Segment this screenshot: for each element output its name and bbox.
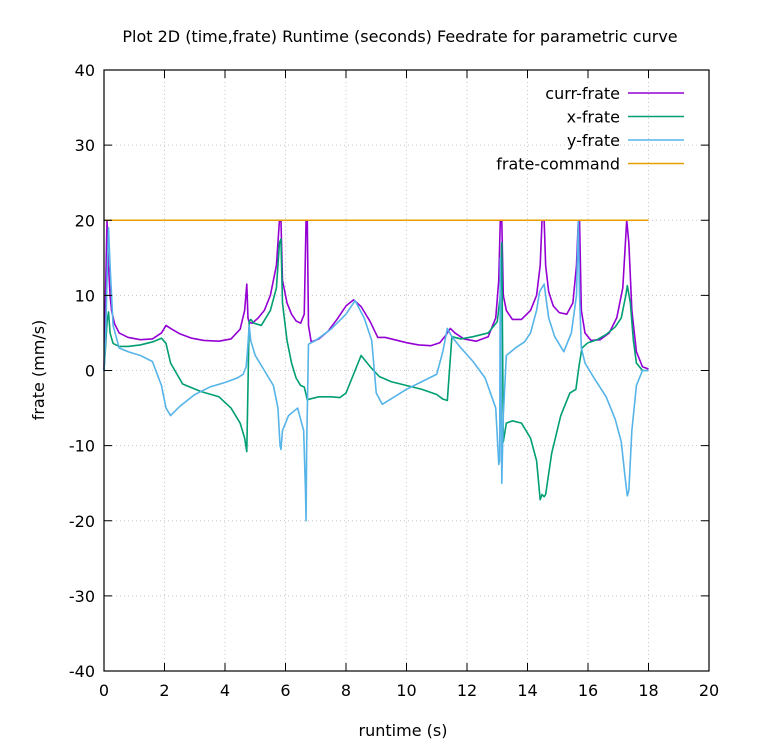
series-layer — [103, 219, 649, 522]
chart-title: Plot 2D (time,frate) Runtime (seconds) F… — [122, 27, 677, 46]
y-axis-title: frate (mm/s) — [29, 320, 48, 421]
series-line-y-frate — [103, 219, 649, 522]
y-tick-label: -30 — [69, 587, 95, 606]
legend-label: y-frate — [567, 131, 620, 150]
y-tick-label: 0 — [85, 362, 95, 381]
x-tick-label: 12 — [457, 681, 477, 700]
y-tick-label: -40 — [69, 662, 95, 681]
legend-label: x-frate — [567, 108, 620, 127]
x-tick-label: 6 — [280, 681, 290, 700]
legend-label: frate-command — [496, 155, 620, 174]
y-tick-label: 30 — [75, 136, 95, 155]
x-tick-label: 4 — [220, 681, 230, 700]
legend: curr-frate x-frate y-frate frate-command — [496, 84, 684, 174]
x-tick-label: 18 — [638, 681, 658, 700]
x-tick-label: 20 — [699, 681, 719, 700]
x-tick-label: 16 — [578, 681, 598, 700]
y-tick-label: 40 — [75, 61, 95, 80]
legend-label: curr-frate — [545, 84, 620, 103]
series-line-x-frate — [103, 238, 649, 501]
tick-layer: 0 2 4 6 8 10 12 14 16 18 20 -40 -30 -20 -10 0 10 20 30 40 — [69, 61, 719, 700]
y-tick-label: -10 — [69, 437, 95, 456]
x-tick-label: 10 — [396, 681, 416, 700]
x-axis-title: runtime (s) — [359, 721, 448, 740]
x-tick-label: 8 — [341, 681, 351, 700]
y-tick-label: 20 — [75, 211, 95, 230]
y-tick-label: 10 — [75, 286, 95, 305]
x-tick-label: 14 — [517, 681, 537, 700]
x-tick-label: 0 — [99, 681, 109, 700]
series-line-curr-frate — [103, 219, 649, 371]
x-tick-label: 2 — [159, 681, 169, 700]
y-tick-label: -20 — [69, 512, 95, 531]
